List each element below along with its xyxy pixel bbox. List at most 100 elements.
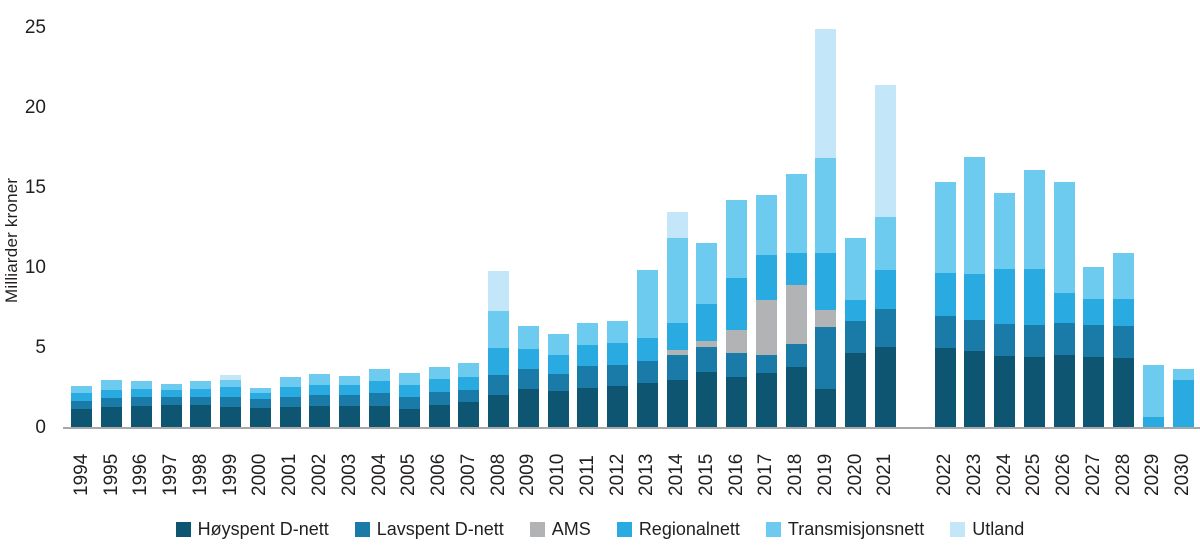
segment-transmisjonsnett (547, 334, 569, 355)
x-tick-label-2011: 2011 (576, 455, 598, 496)
legend-swatch-icon (175, 521, 191, 537)
segment-h-yspent-d-nett (1053, 354, 1075, 427)
bar-2016 (726, 199, 748, 427)
segment-transmisjonsnett (339, 375, 361, 386)
segment-utland (220, 375, 242, 380)
legend-item-regionalnett: Regionalnett (616, 520, 740, 538)
y-tick-label: 0 (35, 417, 46, 438)
bar-1996 (130, 381, 152, 427)
legend-label: Høyspent D-nett (197, 519, 329, 539)
segment-h-yspent-d-nett (279, 406, 301, 427)
segment-lavspent-d-nett (369, 393, 390, 407)
x-tick-label-1996: 1996 (130, 453, 152, 496)
segment-h-yspent-d-nett (398, 408, 420, 427)
segment-regionalnett (607, 343, 629, 365)
segment-regionalnett (726, 278, 748, 331)
legend-label: AMS (551, 519, 591, 539)
bar-2002 (309, 374, 331, 427)
segment-lavspent-d-nett (1023, 324, 1045, 357)
segment-regionalnett (1023, 268, 1045, 325)
segment-transmisjonsnett (1053, 182, 1075, 293)
x-tick-label-2026: 2026 (1053, 453, 1075, 496)
bar-2000 (249, 387, 271, 427)
segment-regionalnett (279, 387, 301, 397)
segment-h-yspent-d-nett (1113, 358, 1135, 427)
bar-2011 (577, 323, 599, 427)
segment-regionalnett (636, 338, 658, 362)
segment-lavspent-d-nett (994, 323, 1016, 356)
segment-regionalnett (577, 344, 599, 367)
segment-transmisjonsnett (755, 195, 777, 255)
segment-lavspent-d-nett (726, 353, 748, 377)
x-tick-label-2002: 2002 (308, 453, 330, 496)
segment-lavspent-d-nett (517, 368, 539, 390)
segment-h-yspent-d-nett (994, 355, 1016, 427)
bar-2024 (994, 193, 1016, 427)
segment-h-yspent-d-nett (130, 406, 152, 427)
segment-lavspent-d-nett (815, 327, 837, 389)
segment-transmisjonsnett (1083, 267, 1105, 299)
segment-transmisjonsnett (369, 368, 390, 382)
segment-transmisjonsnett (964, 156, 986, 275)
segment-regionalnett (696, 303, 718, 341)
x-tick-label-2020: 2020 (844, 453, 866, 496)
legend: Høyspent D-nett Lavspent D-nett AMS Regiona… (0, 520, 1200, 538)
segment-h-yspent-d-nett (785, 366, 807, 427)
bar-2027 (1083, 267, 1105, 427)
x-tick-label-2001: 2001 (279, 453, 301, 496)
segment-h-yspent-d-nett (339, 406, 361, 427)
segment-h-yspent-d-nett (755, 373, 777, 427)
segment-h-yspent-d-nett (577, 387, 599, 427)
bar-1994 (71, 386, 93, 427)
segment-regionalnett (130, 389, 152, 398)
segment-regionalnett (101, 390, 123, 399)
segment-regionalnett (428, 379, 450, 392)
segment-h-yspent-d-nett (815, 388, 837, 427)
segment-transmisjonsnett (488, 311, 510, 348)
bar-2022 (934, 182, 956, 427)
x-tick-label-2022: 2022 (934, 453, 955, 496)
segment-transmisjonsnett (249, 387, 271, 394)
segment-lavspent-d-nett (785, 343, 807, 367)
segment-transmisjonsnett (577, 323, 599, 345)
x-tick-label-2009: 2009 (517, 453, 539, 496)
x-tick-label-2016: 2016 (725, 453, 747, 496)
segment-h-yspent-d-nett (666, 379, 688, 427)
segment-h-yspent-d-nett (1023, 356, 1045, 427)
segment-lavspent-d-nett (1053, 322, 1075, 355)
x-tick-label-2008: 2008 (487, 453, 509, 496)
segment-h-yspent-d-nett (696, 371, 718, 427)
x-tick-label-1997: 1997 (160, 453, 182, 496)
x-tick-label-2010: 2010 (547, 453, 569, 496)
segment-h-yspent-d-nett (845, 353, 867, 427)
segment-ams (726, 330, 748, 354)
segment-lavspent-d-nett (964, 319, 986, 351)
segment-h-yspent-d-nett (874, 346, 896, 427)
segment-lavspent-d-nett (458, 390, 480, 403)
segment-regionalnett (398, 384, 420, 397)
segment-h-yspent-d-nett (934, 347, 956, 427)
segment-lavspent-d-nett (190, 396, 212, 406)
segment-transmisjonsnett (994, 193, 1016, 270)
segment-lavspent-d-nett (160, 396, 182, 406)
legend-label: Utland (972, 519, 1025, 539)
x-tick-label-2023: 2023 (963, 453, 985, 496)
segment-transmisjonsnett (160, 383, 182, 391)
segment-transmisjonsnett (1142, 364, 1164, 418)
segment-h-yspent-d-nett (517, 389, 539, 427)
x-tick-label-1998: 1998 (189, 453, 211, 496)
bar-2019 (815, 29, 837, 427)
bar-2025 (1023, 170, 1045, 427)
bar-2015 (696, 243, 718, 427)
bar-2028 (1113, 252, 1135, 427)
x-tick-label-2019: 2019 (814, 453, 836, 496)
segment-lavspent-d-nett (249, 399, 271, 408)
x-tick-label-1999: 1999 (219, 453, 241, 496)
segment-h-yspent-d-nett (1083, 356, 1105, 427)
segment-h-yspent-d-nett (160, 405, 182, 427)
legend-item-utland: Utland (950, 520, 1024, 538)
segment-h-yspent-d-nett (220, 407, 242, 427)
bar-2009 (517, 326, 539, 427)
x-tick-label-2015: 2015 (695, 453, 717, 496)
segment-transmisjonsnett (517, 326, 539, 349)
